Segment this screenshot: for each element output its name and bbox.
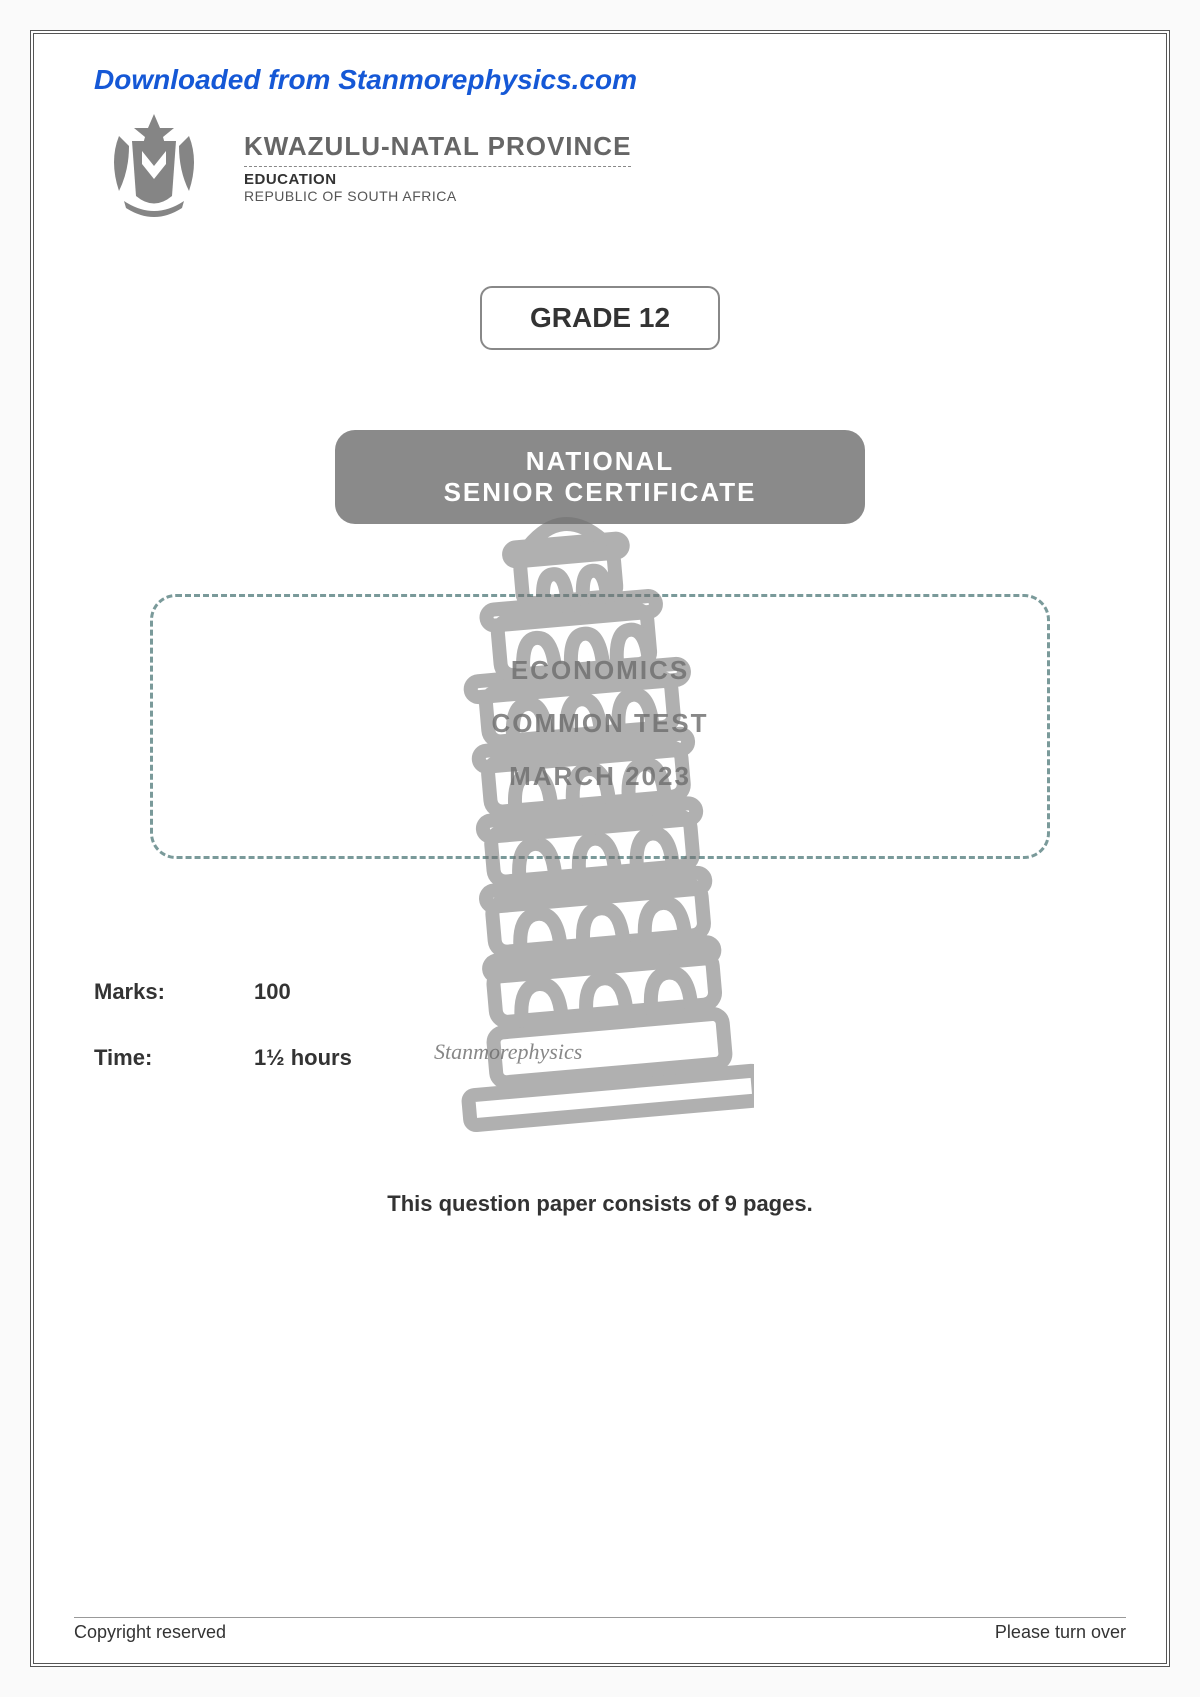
page-frame: Downloaded from Stanmorephysics.com KWAZ…	[30, 30, 1170, 1667]
nsc-line2: SENIOR CERTIFICATE	[335, 477, 865, 508]
test-type: COMMON TEST	[153, 708, 1047, 739]
republic-label: REPUBLIC OF SOUTH AFRICA	[244, 188, 631, 204]
time-label: Time:	[94, 1045, 184, 1071]
province-name: KWAZULU-NATAL PROVINCE	[244, 131, 631, 167]
nsc-line1: NATIONAL	[335, 446, 865, 477]
marks-value: 100	[254, 979, 291, 1005]
coat-of-arms-icon	[94, 106, 214, 226]
footer: Copyright reserved Please turn over	[74, 1617, 1126, 1643]
subject-box: ECONOMICS COMMON TEST MARCH 2023	[150, 594, 1050, 859]
marks-label: Marks:	[94, 979, 184, 1005]
marks-row: Marks: 100	[94, 979, 1126, 1005]
province-block: KWAZULU-NATAL PROVINCE EDUCATION REPUBLI…	[244, 106, 631, 204]
copyright-label: Copyright reserved	[74, 1622, 226, 1643]
grade-box: GRADE 12	[480, 286, 720, 350]
education-label: EDUCATION	[244, 171, 631, 188]
subject-name: ECONOMICS	[153, 655, 1047, 686]
time-value: 1½ hours	[254, 1045, 352, 1071]
header-row: KWAZULU-NATAL PROVINCE EDUCATION REPUBLI…	[94, 106, 1126, 226]
time-row: Time: 1½ hours	[94, 1045, 1126, 1071]
download-banner: Downloaded from Stanmorephysics.com	[94, 64, 1126, 96]
test-date: MARCH 2023	[153, 761, 1047, 792]
turn-over-label: Please turn over	[995, 1622, 1126, 1643]
pages-line: This question paper consists of 9 pages.	[74, 1191, 1126, 1217]
nsc-box: NATIONAL SENIOR CERTIFICATE	[335, 430, 865, 524]
